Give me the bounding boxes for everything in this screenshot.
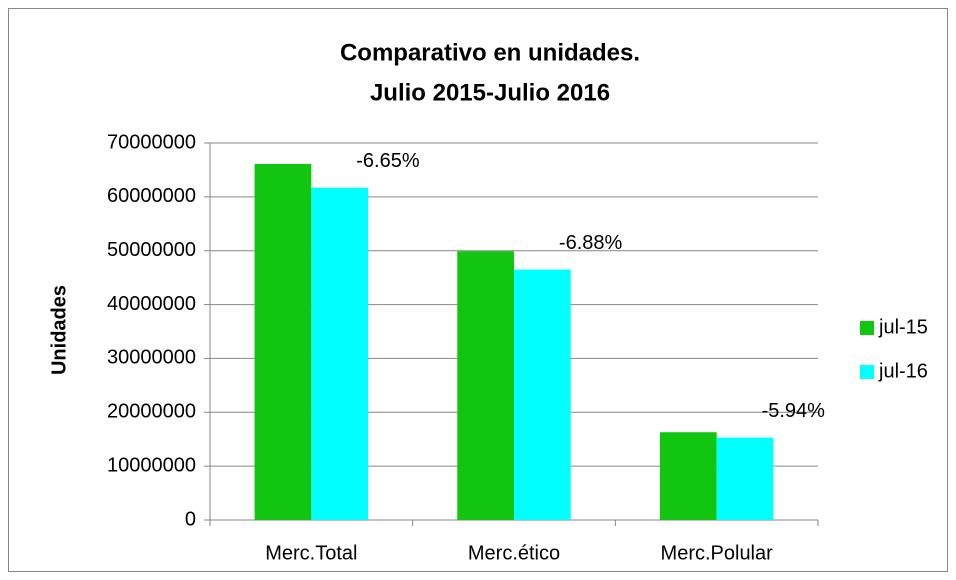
chart-subtitle: Julio 2015-Julio 2016	[370, 79, 610, 106]
bar	[514, 269, 571, 520]
bar	[311, 187, 369, 521]
bar	[254, 164, 312, 521]
x-tick-label: Merc.Polular	[661, 542, 774, 564]
y-tick-label: 50000000	[107, 239, 196, 261]
y-tick-label: 0	[185, 508, 196, 530]
annotation: -6.88%	[559, 232, 623, 254]
y-axis-label: Unidades	[48, 285, 70, 375]
bar	[716, 437, 774, 520]
legend-label: jul-16	[878, 360, 928, 382]
legend-swatch	[860, 365, 874, 379]
bar	[457, 251, 514, 520]
annotation: -5.94%	[762, 400, 826, 422]
bar	[659, 432, 717, 520]
y-tick-label: 40000000	[107, 293, 196, 315]
legend-swatch	[860, 321, 874, 335]
x-tick-label: Merc.ético	[468, 542, 560, 564]
y-tick-label: 60000000	[107, 185, 196, 207]
y-tick-label: 10000000	[107, 454, 196, 476]
chart-title: Comparativo en unidades.	[340, 39, 640, 66]
annotation: -6.65%	[356, 150, 420, 172]
y-tick-label: 30000000	[107, 347, 196, 369]
legend-label: jul-15	[878, 316, 928, 338]
y-tick-label: 70000000	[107, 131, 196, 153]
y-tick-label: 20000000	[107, 401, 196, 423]
x-tick-label: Merc.Total	[265, 542, 357, 564]
